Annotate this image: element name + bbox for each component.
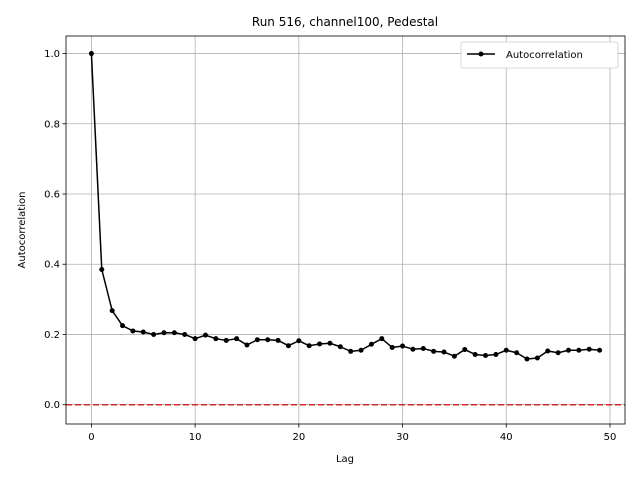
data-point-47 <box>576 347 582 353</box>
data-point-23 <box>327 340 333 346</box>
data-point-11 <box>202 332 208 338</box>
x-tick-label-3: 30 <box>396 432 409 443</box>
data-point-46 <box>565 347 571 353</box>
legend-box <box>460 41 619 69</box>
data-point-38 <box>483 353 489 359</box>
y-axis-ticks: 0.0 0.2 0.4 0.6 0.8 1.0 <box>44 49 66 411</box>
data-point-6 <box>151 331 157 337</box>
data-point-32 <box>420 346 426 352</box>
data-point-45 <box>555 350 561 356</box>
x-tick-label-1: 10 <box>189 432 202 443</box>
x-tick-label-4: 40 <box>500 432 513 443</box>
x-tick-label-2: 20 <box>292 432 305 443</box>
data-point-21 <box>306 343 312 349</box>
data-point-14 <box>234 336 240 342</box>
data-point-29 <box>389 344 395 350</box>
data-point-31 <box>410 346 416 352</box>
data-point-27 <box>368 341 374 347</box>
data-point-19 <box>285 343 291 349</box>
plot-frame <box>65 35 626 425</box>
data-point-20 <box>296 338 302 344</box>
data-point-28 <box>379 336 385 342</box>
data-point-42 <box>524 356 530 362</box>
data-point-13 <box>223 337 229 343</box>
data-point-40 <box>503 347 509 353</box>
data-point-36 <box>462 347 468 353</box>
data-point-25 <box>348 348 354 354</box>
x-axis-label: Lag <box>336 454 354 465</box>
data-point-10 <box>192 336 198 342</box>
data-point-34 <box>441 349 447 355</box>
data-point-35 <box>451 353 457 359</box>
data-point-48 <box>586 346 592 352</box>
data-point-33 <box>431 348 437 354</box>
data-point-22 <box>317 341 323 347</box>
x-tick-label-5: 50 <box>604 432 617 443</box>
data-point-2 <box>109 308 115 314</box>
y-tick-label-2: 0.4 <box>44 260 60 271</box>
legend: Autocorrelation <box>460 41 619 69</box>
y-tick-label-1: 0.2 <box>44 330 60 341</box>
data-point-30 <box>400 343 406 349</box>
chart-title: Run 516, channel100, Pedestal <box>252 15 438 29</box>
data-point-1 <box>99 267 105 273</box>
y-tick-label-0: 0.0 <box>44 400 60 411</box>
data-point-4 <box>130 328 136 334</box>
data-point-0 <box>88 51 94 57</box>
data-point-39 <box>493 351 499 357</box>
data-point-15 <box>244 342 250 348</box>
data-point-37 <box>472 351 478 357</box>
x-tick-label-0: 0 <box>88 432 94 443</box>
data-point-41 <box>514 350 520 356</box>
legend-entry-autocorrelation: Autocorrelation <box>506 50 583 61</box>
legend-marker-sample <box>478 51 484 57</box>
data-point-49 <box>597 347 603 353</box>
data-point-5 <box>140 329 146 335</box>
data-point-3 <box>120 323 126 329</box>
data-point-24 <box>337 344 343 350</box>
x-axis-ticks: 0 10 20 30 40 50 <box>88 424 616 443</box>
y-tick-label-4: 0.8 <box>44 119 60 130</box>
data-point-16 <box>254 337 260 343</box>
data-point-17 <box>265 337 271 343</box>
y-axis-label: Autocorrelation <box>17 192 28 269</box>
data-point-12 <box>213 336 219 342</box>
y-tick-label-3: 0.6 <box>44 190 60 201</box>
series-autocorrelation <box>88 51 603 362</box>
data-point-18 <box>275 337 281 343</box>
y-tick-label-5: 1.0 <box>44 49 60 60</box>
data-point-44 <box>545 348 551 354</box>
data-point-9 <box>182 331 188 337</box>
data-point-7 <box>161 330 167 336</box>
data-point-43 <box>534 355 540 361</box>
data-point-26 <box>358 347 364 353</box>
data-point-8 <box>171 330 177 336</box>
